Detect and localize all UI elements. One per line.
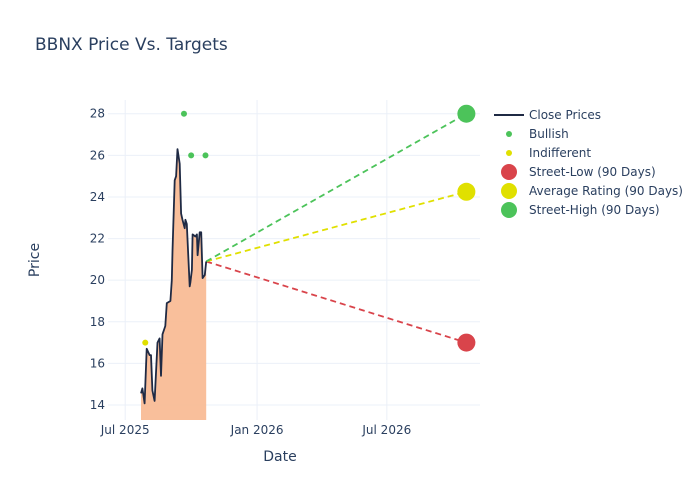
- axes: 14 16 18 20 22 24 26 28 Jul 2025 Jan 2026 Jul 2026: [90, 107, 412, 437]
- plot-area: [140, 104, 476, 420]
- legend-item-label: Street-High (90 Days): [529, 203, 660, 217]
- bullish-point: [180, 110, 187, 117]
- legend-item-label: Bullish: [529, 127, 569, 141]
- y-tick-label: 22: [90, 232, 105, 246]
- y-tick-label: 14: [90, 398, 105, 412]
- x-tick-label: Jul 2025: [100, 423, 150, 437]
- indifferent-point: [142, 339, 149, 346]
- legend-item-label: Street-Low (90 Days): [529, 165, 656, 179]
- target-line: [205, 112, 467, 263]
- target-marker: [457, 104, 476, 123]
- y-axis-label: Price: [27, 243, 43, 277]
- legend-swatch: [506, 131, 512, 137]
- target-line: [205, 260, 467, 344]
- target-marker: [457, 333, 476, 352]
- legend-item-label: Indifferent: [529, 146, 591, 160]
- y-tick-label: 28: [90, 107, 105, 121]
- y-tick-label: 26: [90, 148, 105, 162]
- chart-title: BBNX Price Vs. Targets: [35, 35, 228, 55]
- y-tick-label: 18: [90, 315, 105, 329]
- legend-item-label: Average Rating (90 Days): [529, 184, 683, 198]
- legend-item-label: Close Prices: [529, 108, 601, 122]
- legend-swatch: [501, 164, 517, 180]
- target-marker: [457, 182, 476, 201]
- legend-swatch: [501, 183, 517, 199]
- bullish-point: [188, 152, 195, 159]
- target-line: [205, 190, 467, 263]
- y-tick-label: 16: [90, 356, 105, 370]
- legend-swatch: [501, 202, 517, 218]
- bullish-point: [202, 152, 209, 159]
- legend-swatch: [506, 150, 512, 156]
- x-axis-label: Date: [263, 449, 296, 465]
- x-tick-label: Jan 2026: [230, 423, 284, 437]
- x-tick-label: Jul 2026: [361, 423, 411, 437]
- close-price-line: [140, 148, 208, 405]
- y-tick-label: 20: [90, 273, 105, 287]
- y-tick-label: 24: [90, 190, 105, 204]
- legend[interactable]: Close Prices Bullish Indifferent Street-Low…: [494, 108, 683, 218]
